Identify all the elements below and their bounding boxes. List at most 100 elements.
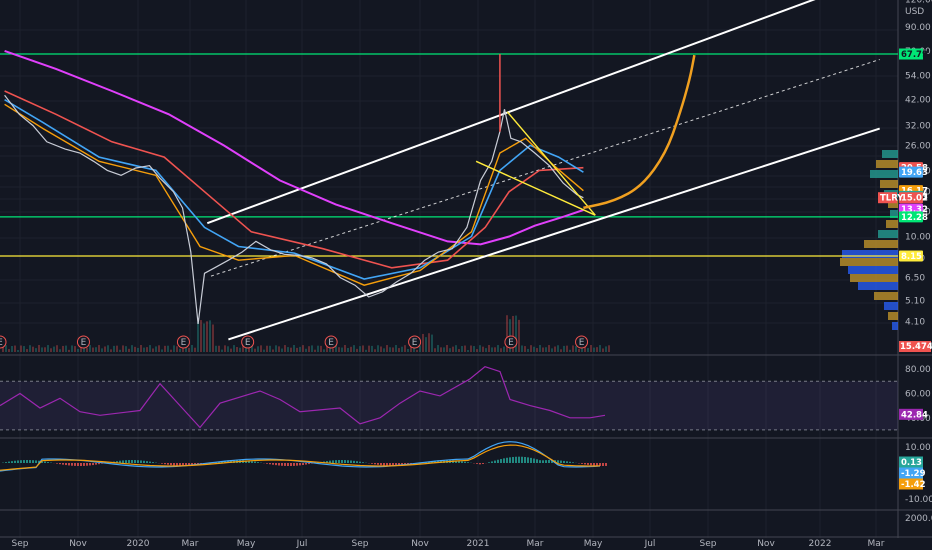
macd-histogram-bar (224, 460, 226, 463)
volume-profile-bar (886, 220, 898, 228)
volume-bar (290, 347, 292, 352)
volume-bar (68, 349, 70, 352)
volume-bar (41, 347, 43, 352)
macd-histogram-bar (533, 458, 535, 463)
volume-bar (206, 321, 208, 352)
macd-tag (899, 456, 923, 468)
macd-histogram-bar (71, 463, 73, 466)
volume-bar (125, 346, 127, 352)
volume-bar (575, 346, 577, 352)
volume-bar (374, 349, 376, 352)
macd-histogram-bar (140, 460, 142, 463)
macd-histogram-bar (593, 463, 595, 466)
earnings-marker-label: E (81, 338, 87, 348)
volume-bar (416, 349, 418, 352)
price-axis-tick: 5.10 (905, 297, 925, 307)
macd-histogram-bar (380, 463, 382, 466)
price-tag-label: 15.02 (901, 194, 928, 204)
volume-bar (398, 348, 400, 352)
macd-histogram-bar (371, 463, 373, 464)
volume-bar (254, 348, 256, 352)
volume-bar (386, 345, 388, 352)
price-axis-tick: 6.50 (905, 274, 925, 284)
volume-bar (134, 346, 136, 352)
macd-histogram-bar (179, 463, 181, 466)
volume-bar (140, 345, 142, 352)
earnings-marker (324, 335, 338, 349)
volume-bar (584, 346, 586, 352)
macd-axis-tick: 10.00 (905, 443, 931, 453)
volume-bar (599, 345, 601, 352)
earnings-marker-label: E (0, 338, 3, 348)
x-axis-tick: 2020 (127, 539, 150, 549)
volume-bar (341, 347, 343, 352)
volume-bar (437, 345, 439, 352)
volume-bar (335, 345, 337, 352)
macd-histogram-bar (374, 463, 376, 465)
macd-histogram-bar (41, 461, 43, 463)
volume-bar (419, 345, 421, 352)
volume-bar (296, 347, 298, 352)
volume-bar (569, 349, 571, 352)
volume-bar (233, 345, 235, 352)
volume-bar (413, 345, 415, 352)
volume-bar (251, 345, 253, 352)
volume-tag (899, 341, 931, 352)
volume-bar (308, 346, 310, 352)
price-tag-label: 13.32 (901, 205, 928, 215)
macd-histogram-bar (488, 462, 490, 463)
macd-histogram-bar (548, 460, 550, 463)
volume-bar (221, 349, 223, 352)
volume-bar (503, 346, 505, 352)
volume-bar (320, 345, 322, 352)
volume-bar (515, 315, 517, 352)
volume-bar (146, 347, 148, 352)
volume-bar (467, 349, 469, 352)
macd-histogram-bar (281, 463, 283, 466)
volume-bar (314, 349, 316, 352)
macd-histogram-bar (182, 463, 184, 466)
macd-histogram-bar (524, 456, 526, 463)
macd-histogram-bar (518, 456, 520, 463)
macd-histogram-bar (476, 463, 478, 464)
volume-bar (581, 345, 583, 352)
macd-histogram-bar (86, 463, 88, 466)
volume-bar (392, 347, 394, 352)
volume-bar (155, 346, 157, 352)
rsi-axis-tick: 60.00 (905, 389, 931, 399)
macd-histogram-bar (542, 460, 544, 463)
volume-bar (173, 345, 175, 352)
volume-bar (554, 346, 556, 352)
volume-bar (395, 345, 397, 352)
macd-histogram-bar (584, 463, 586, 465)
volume-bar (158, 345, 160, 352)
volume-bar (20, 345, 22, 352)
volume-bar (278, 346, 280, 352)
volume-bar (305, 348, 307, 352)
volume-bar (488, 345, 490, 352)
volume-bar (458, 349, 460, 352)
macd-histogram-bar (527, 457, 529, 463)
volume-profile-bar (858, 282, 898, 290)
projection-curve (583, 54, 696, 210)
macd-histogram-bar (35, 460, 37, 463)
price-tag (899, 211, 923, 223)
macd-histogram-bar (398, 463, 400, 466)
volume-bar (461, 346, 463, 352)
macd-tag-label: 0.13 (901, 458, 922, 468)
volume-bar (449, 348, 451, 352)
macd-histogram-bar (491, 461, 493, 463)
macd-histogram-bar (137, 460, 139, 463)
macd-histogram-bar (146, 461, 148, 463)
volume-bar (272, 349, 274, 352)
price-axis-tick: 42.00 (905, 96, 931, 106)
volume-bar (518, 319, 520, 352)
macd-histogram-bar (44, 461, 46, 463)
volume-bar (422, 333, 424, 352)
volume-bar (383, 348, 385, 352)
volume-bar (98, 345, 100, 352)
earnings-marker-label: E (412, 338, 418, 348)
ema-long-line (4, 90, 584, 269)
